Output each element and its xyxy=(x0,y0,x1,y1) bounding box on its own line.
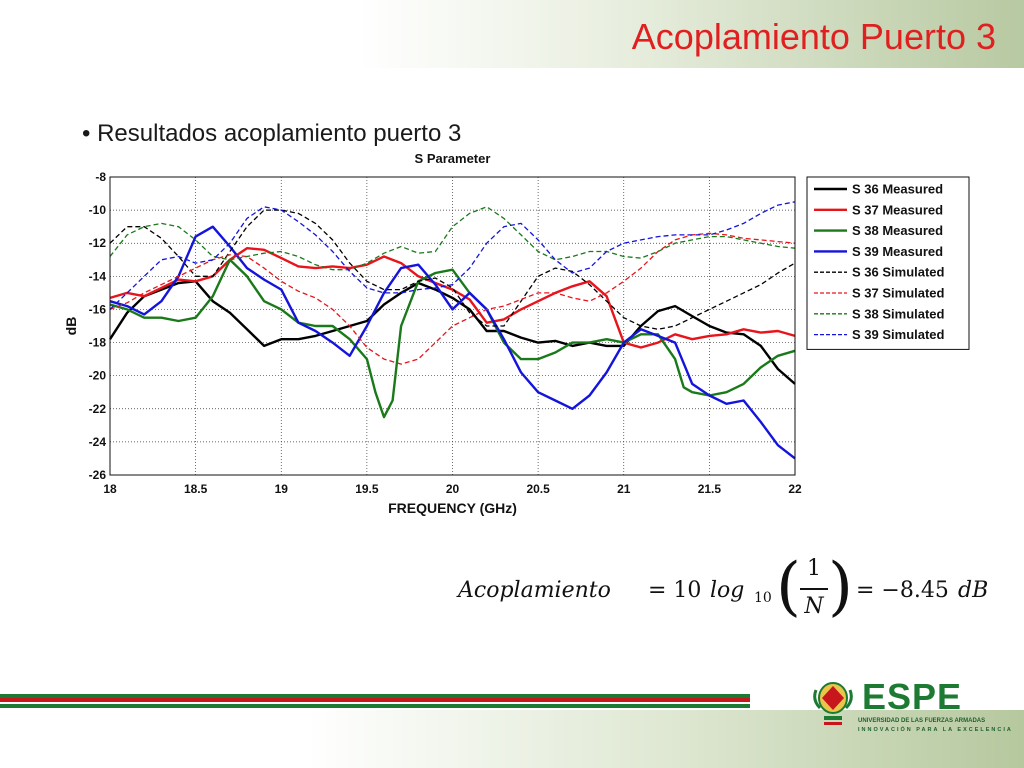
y-tick-label: -16 xyxy=(89,302,107,316)
legend-label: S 38 Measured xyxy=(852,223,943,238)
x-tick-label: 18.5 xyxy=(184,482,208,496)
legend-label: S 39 Simulated xyxy=(852,327,945,342)
formula-equals-ten: = 10 xyxy=(648,578,702,603)
logo-tagline-motto: INNOVACIÓN PARA LA EXCELENCIA xyxy=(858,727,1013,733)
plot-frame xyxy=(109,176,796,476)
bullet-text: Resultados acoplamiento puerto 3 xyxy=(97,120,462,146)
formula-paren-left: ( xyxy=(776,550,801,624)
bullet-point: • Resultados acoplamiento puerto 3 xyxy=(82,120,462,146)
university-seal-icon xyxy=(813,682,853,725)
espe-logo: ESPE UNIVERSIDAD DE LAS FUERZAS ARMADAS … xyxy=(812,676,1011,738)
footer-band xyxy=(0,710,1024,768)
y-tick-label: -12 xyxy=(89,236,107,250)
formula-paren-right: ) xyxy=(828,550,853,624)
formula-log: log xyxy=(710,578,745,603)
formula-numerator: 1 xyxy=(807,556,821,581)
y-tick-label: -8 xyxy=(95,170,106,184)
series-line-s-36-measured xyxy=(108,280,796,385)
legend-label: S 36 Simulated xyxy=(852,265,945,280)
legend-label: S 36 Measured xyxy=(852,182,943,197)
formula-fraction-bar xyxy=(800,588,828,590)
series-line-s-37-measured xyxy=(109,247,796,349)
formula-log-base: 10 xyxy=(754,590,772,606)
x-tick-label: 19 xyxy=(275,482,289,496)
formula-denominator: N xyxy=(804,594,824,619)
x-tick-label: 20.5 xyxy=(526,482,550,496)
formula-lhs: Acoplamiento xyxy=(458,578,611,603)
series-line-s-39-measured xyxy=(109,225,796,460)
x-tick-label: 19.5 xyxy=(355,482,379,496)
x-tick-label: 20 xyxy=(446,482,460,496)
chart-title: S Parameter xyxy=(415,151,491,166)
formula-unit: dB xyxy=(958,578,989,603)
y-tick-label: -20 xyxy=(89,369,107,383)
x-tick-label: 21.5 xyxy=(698,482,722,496)
legend-label: S 37 Measured xyxy=(852,202,943,217)
y-tick-label: -22 xyxy=(89,402,107,416)
legend-label: S 38 Simulated xyxy=(852,306,945,321)
y-axis-label: dB xyxy=(63,317,79,336)
y-tick-label: -18 xyxy=(89,336,107,350)
y-tick-label: -14 xyxy=(89,269,107,283)
x-tick-label: 18 xyxy=(103,482,117,496)
plot-area xyxy=(110,177,795,475)
header-band xyxy=(0,0,1024,68)
logo-tagline-university: UNIVERSIDAD DE LAS FUERZAS ARMADAS xyxy=(858,718,986,724)
logo-wordmark: ESPE xyxy=(862,676,963,717)
series-line-s-39-simulated xyxy=(109,201,796,310)
footer-stripes xyxy=(0,694,750,710)
y-tick-label: -24 xyxy=(89,435,107,449)
y-tick-label: -10 xyxy=(89,203,107,217)
coupling-formula: Acoplamiento = 10 log 10 ( 1 N ) = −8.45… xyxy=(458,550,998,630)
x-tick-label: 21 xyxy=(617,482,631,496)
slide-title: Acoplamiento Puerto 3 xyxy=(631,16,996,57)
legend-label: S 39 Measured xyxy=(852,244,943,259)
series-line-s-38-simulated xyxy=(109,206,796,271)
legend-label: S 37 Simulated xyxy=(852,286,945,301)
formula-result: = −8.45 xyxy=(856,578,949,603)
y-tick-label: -26 xyxy=(89,468,107,482)
x-tick-label: 22 xyxy=(788,482,802,496)
x-axis-label: FREQUENCY (GHz) xyxy=(388,500,517,516)
legend-box xyxy=(806,176,970,350)
series-line-s-38-measured xyxy=(109,258,796,419)
